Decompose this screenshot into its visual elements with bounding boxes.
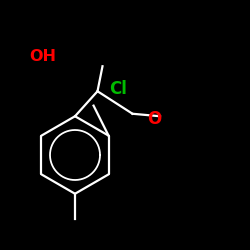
Text: OH: OH	[29, 49, 56, 64]
Text: O: O	[146, 110, 161, 128]
Text: Cl: Cl	[109, 80, 127, 98]
